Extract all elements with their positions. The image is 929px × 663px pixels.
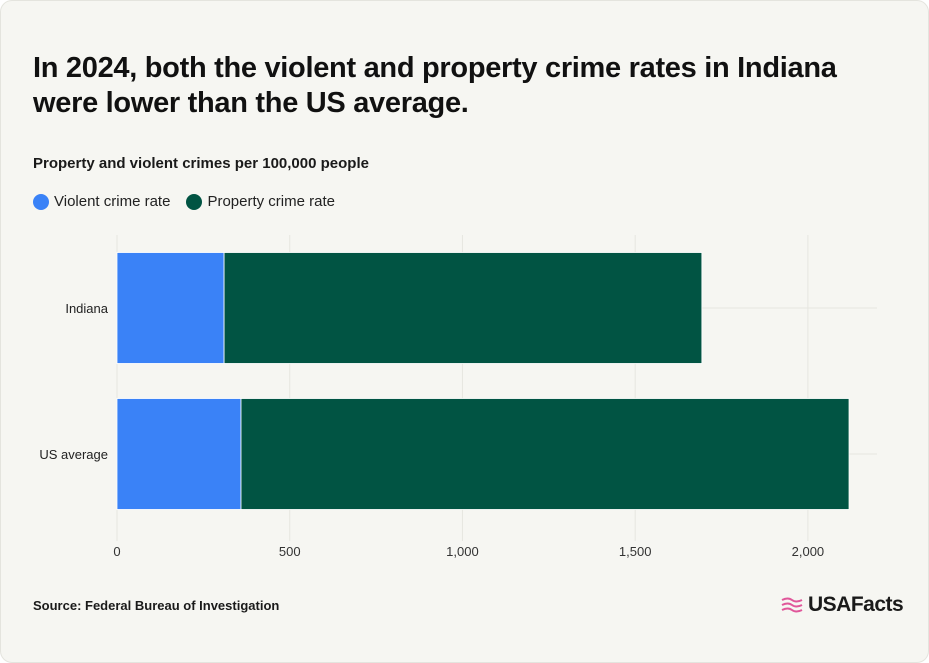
chart-title: In 2024, both the violent and property c…: [33, 52, 837, 119]
legend-swatch-property: [186, 193, 203, 210]
x-tick-label: 0: [113, 544, 120, 559]
x-tick-label: 1,000: [446, 544, 479, 559]
legend-swatch-violent: [33, 193, 49, 210]
chart-legend: Violent crime rate Property crime rate: [33, 193, 351, 210]
category-label: US average: [39, 447, 108, 462]
bar-property: [240, 398, 850, 510]
x-tick-label: 500: [279, 544, 301, 559]
bar-property: [223, 252, 703, 364]
legend-item-property: Property crime rate: [186, 193, 335, 210]
legend-label-property: Property crime rate: [207, 193, 335, 210]
category-label: Indiana: [65, 301, 108, 316]
legend-item-violent: Violent crime rate: [33, 193, 170, 210]
bar-violent: [116, 252, 225, 364]
x-tick-label: 1,500: [619, 544, 652, 559]
source-note: Source: Federal Bureau of Investigation: [33, 598, 280, 613]
legend-label-violent: Violent crime rate: [54, 193, 171, 210]
bar-violent: [116, 398, 242, 510]
x-tick-label: 2,000: [792, 544, 825, 559]
flag-logo-icon: [781, 597, 803, 613]
chart-subtitle: Property and violent crimes per 100,000 …: [33, 155, 369, 172]
logo-text: USAFacts: [808, 593, 904, 616]
usafacts-logo: USAFacts: [780, 593, 904, 617]
